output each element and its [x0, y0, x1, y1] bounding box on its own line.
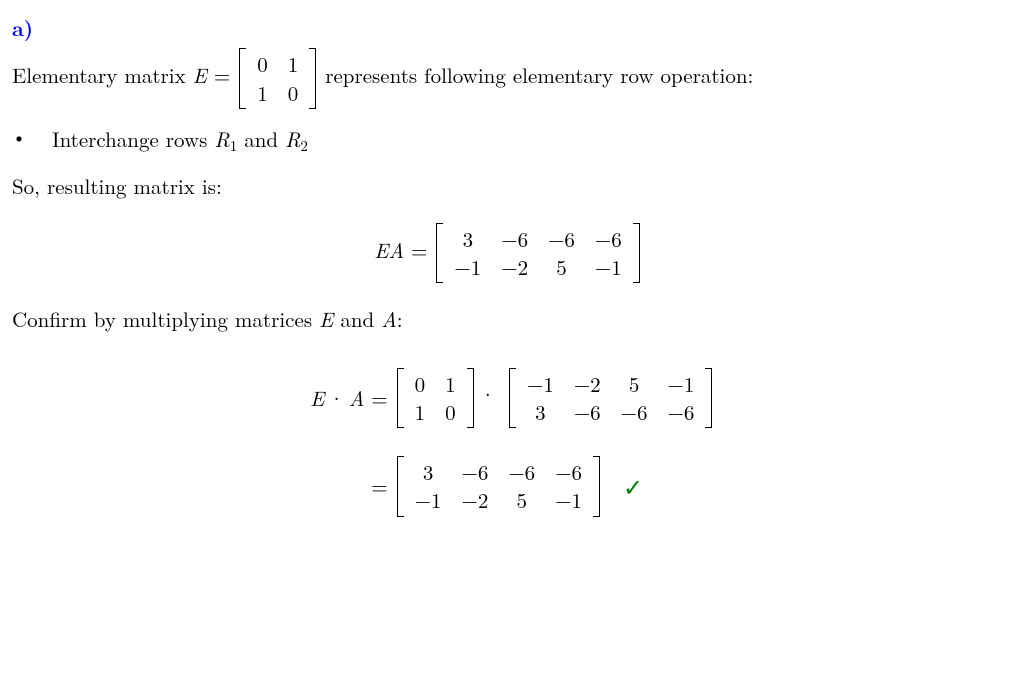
- confirm-and: and: [333, 304, 381, 334]
- matrix-cell: −6: [545, 458, 592, 486]
- matrix-cell: 5: [611, 370, 658, 398]
- intro-line: Elementary matrix E = 0 1 1 0 represents…: [12, 48, 1004, 109]
- display-EdotA: E·A = 0 1 1 0 ·: [12, 356, 1004, 529]
- matrix-cell: −6: [585, 225, 632, 253]
- matrix-cell: 3: [444, 225, 491, 253]
- EA-lhs: EA: [374, 235, 404, 265]
- matrix-cell: −2: [491, 253, 538, 281]
- matrix-cell: −1: [545, 486, 592, 514]
- matrix-E-2: 0 1 1 0: [397, 368, 474, 429]
- matrix-cell: −6: [498, 458, 545, 486]
- matrix-cell: −2: [564, 370, 611, 398]
- eq-line-1: E·A = 0 1 1 0 ·: [302, 368, 715, 429]
- bullet-icon: •: [12, 125, 52, 149]
- var-R1-R: R: [214, 124, 229, 154]
- var-E-2: E: [319, 304, 333, 334]
- var-R2-R: R: [285, 124, 300, 154]
- table-row: −1 −2 5 −1: [517, 370, 704, 398]
- table-row: 3 −6 −6 −6: [405, 458, 592, 486]
- eq-sign-1: =: [207, 60, 237, 90]
- display-EA: EA = 3 −6 −6 −6 −1 −2 5 −1: [12, 223, 1004, 284]
- matrix-cell: −6: [538, 225, 585, 253]
- matrix-result-table: 3 −6 −6 −6 −1 −2 5 −1: [405, 458, 592, 515]
- matrix-cell: 3: [405, 458, 452, 486]
- confirm-suffix: :: [397, 304, 403, 334]
- matrix-cell: 1: [405, 398, 436, 426]
- var-E: E: [193, 60, 207, 90]
- intro-prefix: Elementary matrix: [12, 60, 193, 90]
- matrix-result: 3 −6 −6 −6 −1 −2 5 −1: [397, 456, 600, 517]
- var-A-2: A: [349, 383, 365, 413]
- rhs-slot-1: 0 1 1 0 · −1 −2 5: [395, 368, 715, 429]
- matrix-cell: −1: [444, 253, 491, 281]
- matrix-E-table: 0 1 1 0: [247, 50, 308, 107]
- confirm-line: Confirm by multiplying matrices E and A:: [12, 305, 1004, 333]
- so-line: So, resulting matrix is:: [12, 172, 1004, 200]
- rhs-slot-2: 3 −6 −6 −6 −1 −2 5 −1 ✓: [395, 456, 643, 517]
- bullet-and: and: [237, 124, 285, 154]
- matrix-cell: 1: [435, 370, 466, 398]
- eq-sign-4: =: [371, 471, 387, 501]
- var-A: A: [381, 304, 397, 334]
- bullet-row: •Interchange rows R1 and R2: [12, 125, 1004, 157]
- matrix-A-table: −1 −2 5 −1 3 −6 −6 −6: [517, 370, 704, 427]
- matrix-cell: −6: [451, 458, 498, 486]
- matrix-cell: −1: [405, 486, 452, 514]
- matrix-cell: −1: [658, 370, 705, 398]
- eq-sign-2: =: [404, 235, 434, 265]
- table-row: 1 0: [247, 79, 308, 107]
- matrix-cell: 1: [247, 79, 278, 107]
- matrix-EA: 3 −6 −6 −6 −1 −2 5 −1: [436, 223, 639, 284]
- matrix-cell: −2: [451, 486, 498, 514]
- matrix-cell: 0: [435, 398, 466, 426]
- matrix-cell: 0: [247, 50, 278, 78]
- matrix-A: −1 −2 5 −1 3 −6 −6 −6: [509, 368, 712, 429]
- part-label-line: a): [12, 14, 1004, 42]
- matrix-E: 0 1 1 0: [239, 48, 316, 109]
- eq-align-block: E·A = 0 1 1 0 ·: [302, 356, 715, 529]
- table-row: −1 −2 5 −1: [405, 486, 592, 514]
- part-label: a): [12, 13, 33, 43]
- matrix-cell: 1: [278, 50, 309, 78]
- checkmark-icon: ✓: [623, 469, 643, 503]
- matrix-cell: −1: [585, 253, 632, 281]
- var-E-3: E: [310, 383, 324, 413]
- lhs-slot-1: E·A =: [302, 384, 388, 412]
- table-row: 0 1: [247, 50, 308, 78]
- matrix-cell: −6: [611, 398, 658, 426]
- intro-suffix: represents following elementary row oper…: [325, 60, 753, 90]
- matrix-cell: −1: [517, 370, 564, 398]
- matrix-EA-table: 3 −6 −6 −6 −1 −2 5 −1: [444, 225, 631, 282]
- lhs-slot-2: =: [302, 472, 388, 500]
- matrix-cell: 0: [278, 79, 309, 107]
- var-R2-sub: 2: [300, 135, 308, 156]
- matrix-E-2-table: 0 1 1 0: [405, 370, 466, 427]
- matrix-cell: −6: [491, 225, 538, 253]
- matrix-cell: 5: [538, 253, 585, 281]
- matrix-cell: 5: [498, 486, 545, 514]
- table-row: 0 1: [405, 370, 466, 398]
- cdot-2: ·: [476, 379, 500, 409]
- table-row: 3 −6 −6 −6: [517, 398, 704, 426]
- matrix-cell: −6: [564, 398, 611, 426]
- matrix-cell: 3: [517, 398, 564, 426]
- matrix-cell: 0: [405, 370, 436, 398]
- bullet-prefix: Interchange rows: [52, 124, 214, 154]
- table-row: −1 −2 5 −1: [444, 253, 631, 281]
- eq-line-2: = 3 −6 −6 −6 −1 −2 5: [302, 456, 715, 517]
- table-row: 3 −6 −6 −6: [444, 225, 631, 253]
- eq-sign-3: =: [364, 383, 387, 413]
- confirm-prefix: Confirm by multiplying matrices: [12, 304, 319, 334]
- cdot-1: ·: [324, 383, 348, 413]
- matrix-cell: −6: [658, 398, 705, 426]
- table-row: 1 0: [405, 398, 466, 426]
